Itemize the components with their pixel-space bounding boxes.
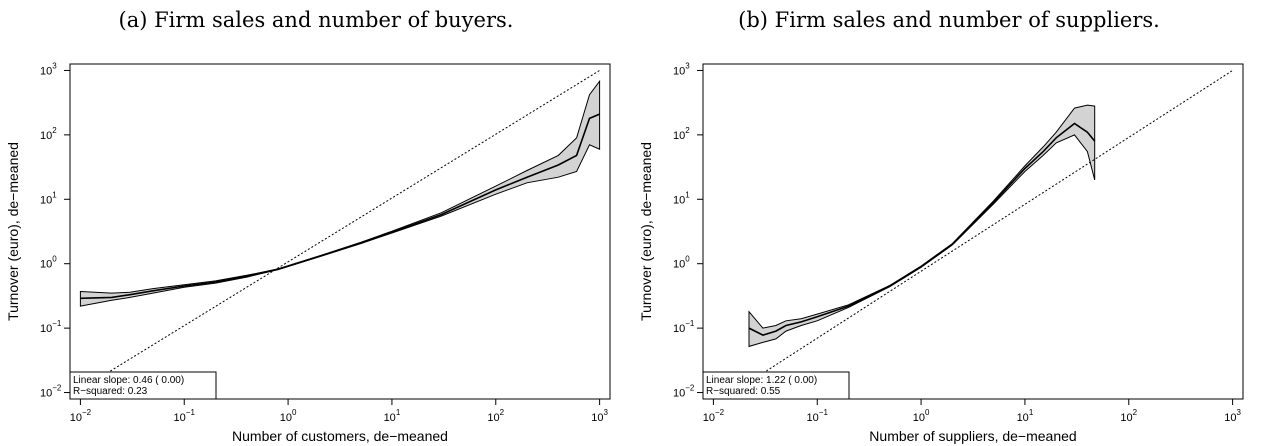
x-tick-label: 103 [591,408,608,424]
x-axis-label: Number of customers, de−meaned [232,428,448,444]
stats-line: Linear slope: 0.46 ( 0.00) [73,375,184,386]
x-tick-label: 101 [384,408,401,424]
x-tick-label: 10−1 [807,408,829,424]
x-tick-label: 10−2 [703,408,725,424]
y-tick-label: 103 [673,61,690,77]
x-tick-label: 101 [1017,408,1034,424]
stats-line: R−squared: 0.55 [706,386,781,397]
x-axis-label: Number of suppliers, de−meaned [869,428,1076,444]
plot-frame [702,63,1244,400]
y-tick-label: 101 [40,190,57,206]
chart-plot-b: 10−2 10−1 100 101 102 103 10−2 10−1 100 101 102 103… [638,61,1244,444]
y-axis-label: Turnover (euro), de−meaned [638,142,654,321]
y-tick-label: 10−2 [40,384,62,400]
stats-box [69,371,217,400]
stats-box [702,371,850,400]
y-tick-label: 100 [40,255,57,271]
chart-caption-a: (a) Firm sales and number of buyers. [118,8,514,32]
plot-data-area [79,70,601,374]
confidence-band [748,104,1096,348]
x-tick-label: 102 [487,408,504,424]
plot-frame [69,63,611,400]
y-tick-label: 101 [673,190,690,206]
chart-plot-a: 10−2 10−1 100 101 102 103 10−2 10−1 100 101 102 103… [5,61,611,444]
stats-line: Linear slope: 1.22 ( 0.00) [706,375,817,386]
y-tick-label: 10−1 [40,319,62,335]
x-tick-label: 102 [1120,408,1137,424]
y-tick-label: 103 [40,61,57,77]
chart-panel-a: (a) Firm sales and number of buyers. 10−… [0,0,632,446]
plot-data-area [748,70,1233,374]
confidence-band [79,79,601,307]
y-tick-label: 10−1 [673,319,695,335]
x-tick-label: 100 [913,408,930,424]
fitted-line [80,113,600,300]
y-tick-label: 102 [673,126,690,142]
x-tick-label: 10−1 [174,408,196,424]
fitted-line [748,122,1096,336]
x-tick-label: 103 [1224,408,1241,424]
chart-caption-b: (b) Firm sales and number of suppliers. [738,8,1160,32]
x-tick-label: 10−2 [70,408,92,424]
reference-line [106,70,600,374]
y-tick-label: 100 [673,255,690,271]
x-tick-label: 100 [280,408,297,424]
reference-line [762,70,1233,374]
chart-panel-b: (b) Firm sales and number of suppliers. … [633,0,1265,446]
y-axis-label: Turnover (euro), de−meaned [5,142,21,321]
stats-line: R−squared: 0.23 [73,386,148,397]
y-tick-label: 10−2 [673,384,695,400]
y-tick-label: 102 [40,126,57,142]
